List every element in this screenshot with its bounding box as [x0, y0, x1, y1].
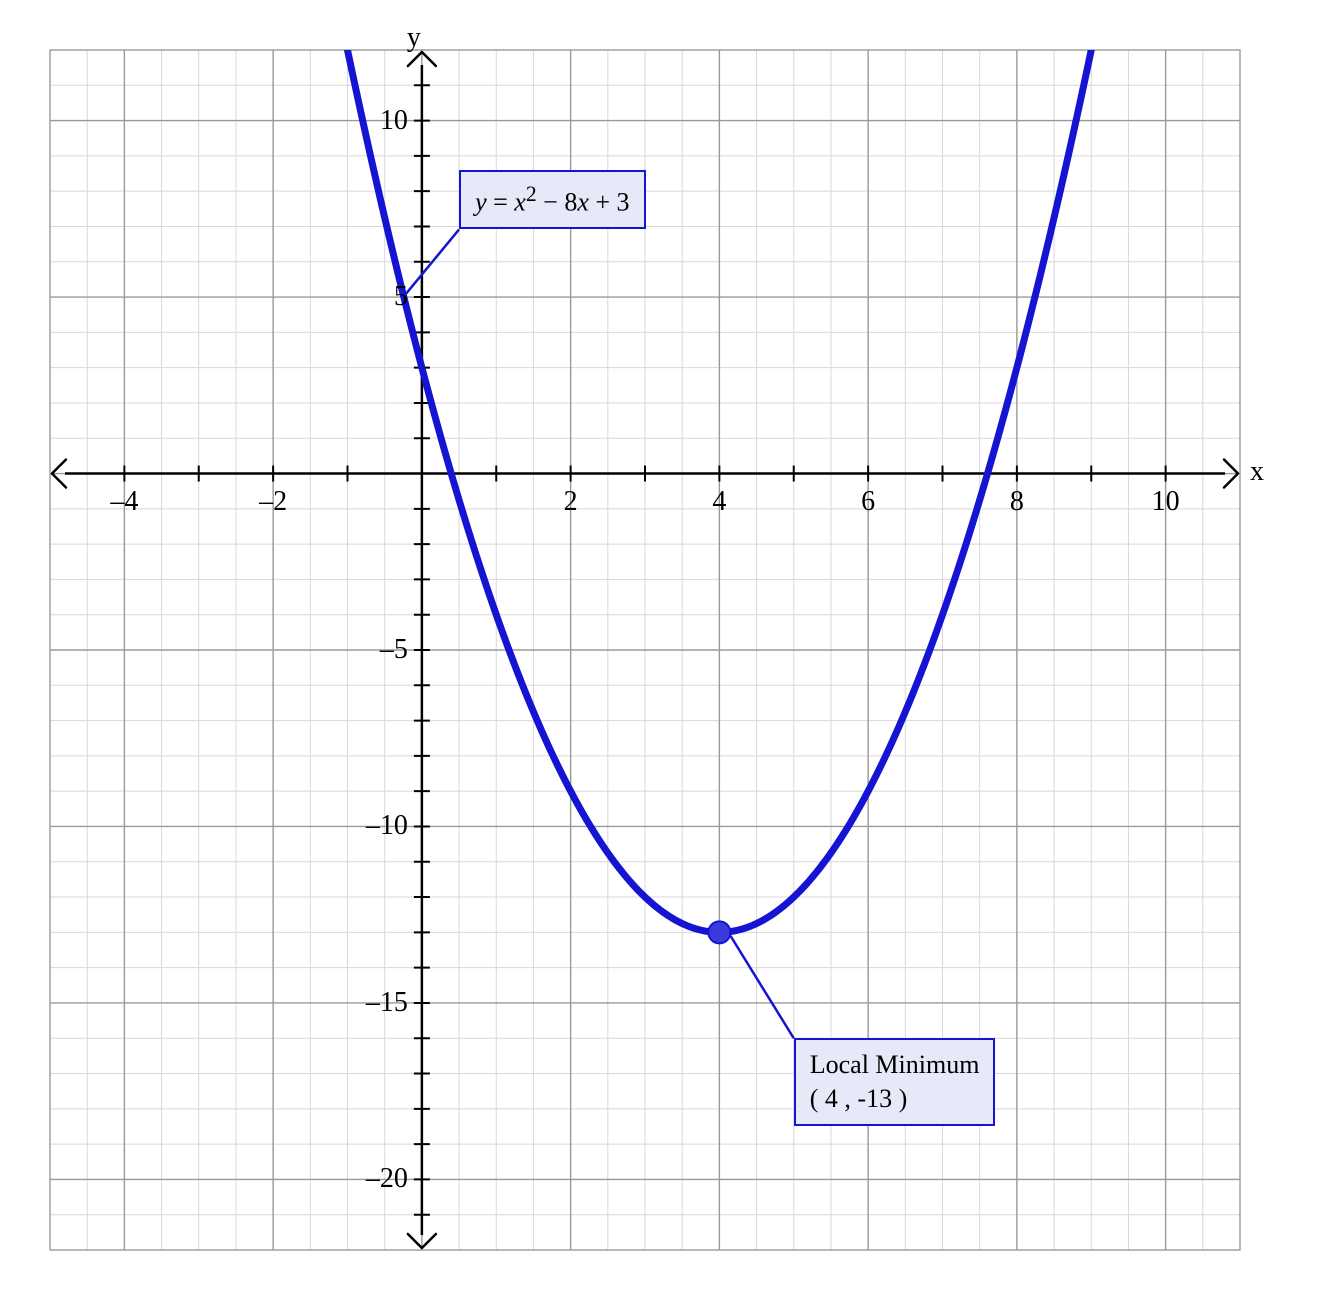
x-tick-label: 4 [712, 486, 726, 518]
callout-minimum: Local Minimum( 4 , -13 ) [794, 1038, 996, 1126]
chart-container: –4 –2 2 4 6 8 10 –20 –15 –10 –5 5 10 x y y = x2 − 8x + … [20, 20, 1300, 1285]
x-tick-label: 10 [1152, 486, 1180, 518]
y-tick-label: –5 [380, 634, 408, 666]
x-tick-label: –4 [110, 486, 138, 518]
x-tick-label: –2 [259, 486, 287, 518]
y-tick-label: –10 [366, 810, 408, 842]
parabola-chart [20, 20, 1300, 1280]
x-axis-label: x [1250, 456, 1264, 488]
y-tick-label: 5 [394, 281, 408, 313]
callout-line2: ( 4 , -13 ) [810, 1082, 980, 1116]
y-tick-label: 10 [380, 105, 408, 137]
callout-line1: Local Minimum [810, 1048, 980, 1082]
callout-equation: y = x2 − 8x + 3 [459, 170, 645, 229]
x-tick-label: 8 [1010, 486, 1024, 518]
x-tick-label: 6 [861, 486, 875, 518]
x-tick-label: 2 [564, 486, 578, 518]
y-tick-label: –15 [366, 987, 408, 1019]
vertex-point [708, 921, 730, 943]
y-axis-label: y [407, 22, 421, 54]
y-tick-label: –20 [366, 1163, 408, 1195]
